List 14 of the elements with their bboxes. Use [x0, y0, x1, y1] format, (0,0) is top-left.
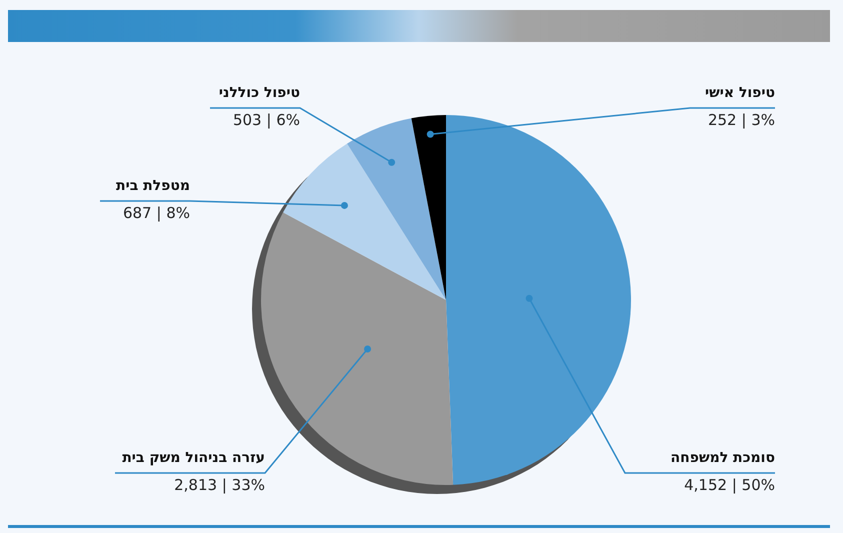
data-label: 503 | 6% [232, 111, 300, 129]
data-label: 2,813 | 33% [174, 476, 265, 494]
slice-label: טיפול כוללני [218, 85, 300, 101]
pie-slice [283, 144, 446, 300]
slice-label: עזרה בניהול משק בית [122, 450, 265, 466]
slice-label: טיפול אישי [704, 85, 775, 101]
pie-slice [446, 115, 631, 485]
slice-label: סומכת למשפחה [670, 450, 775, 466]
pie-slice [347, 118, 446, 300]
data-label: 687 | 8% [122, 204, 190, 222]
pie-slice [411, 115, 446, 300]
data-label: 4,152 | 50% [684, 476, 775, 494]
slice-label: מטפלת בית [116, 178, 190, 194]
data-label: 252 | 3% [708, 111, 775, 129]
